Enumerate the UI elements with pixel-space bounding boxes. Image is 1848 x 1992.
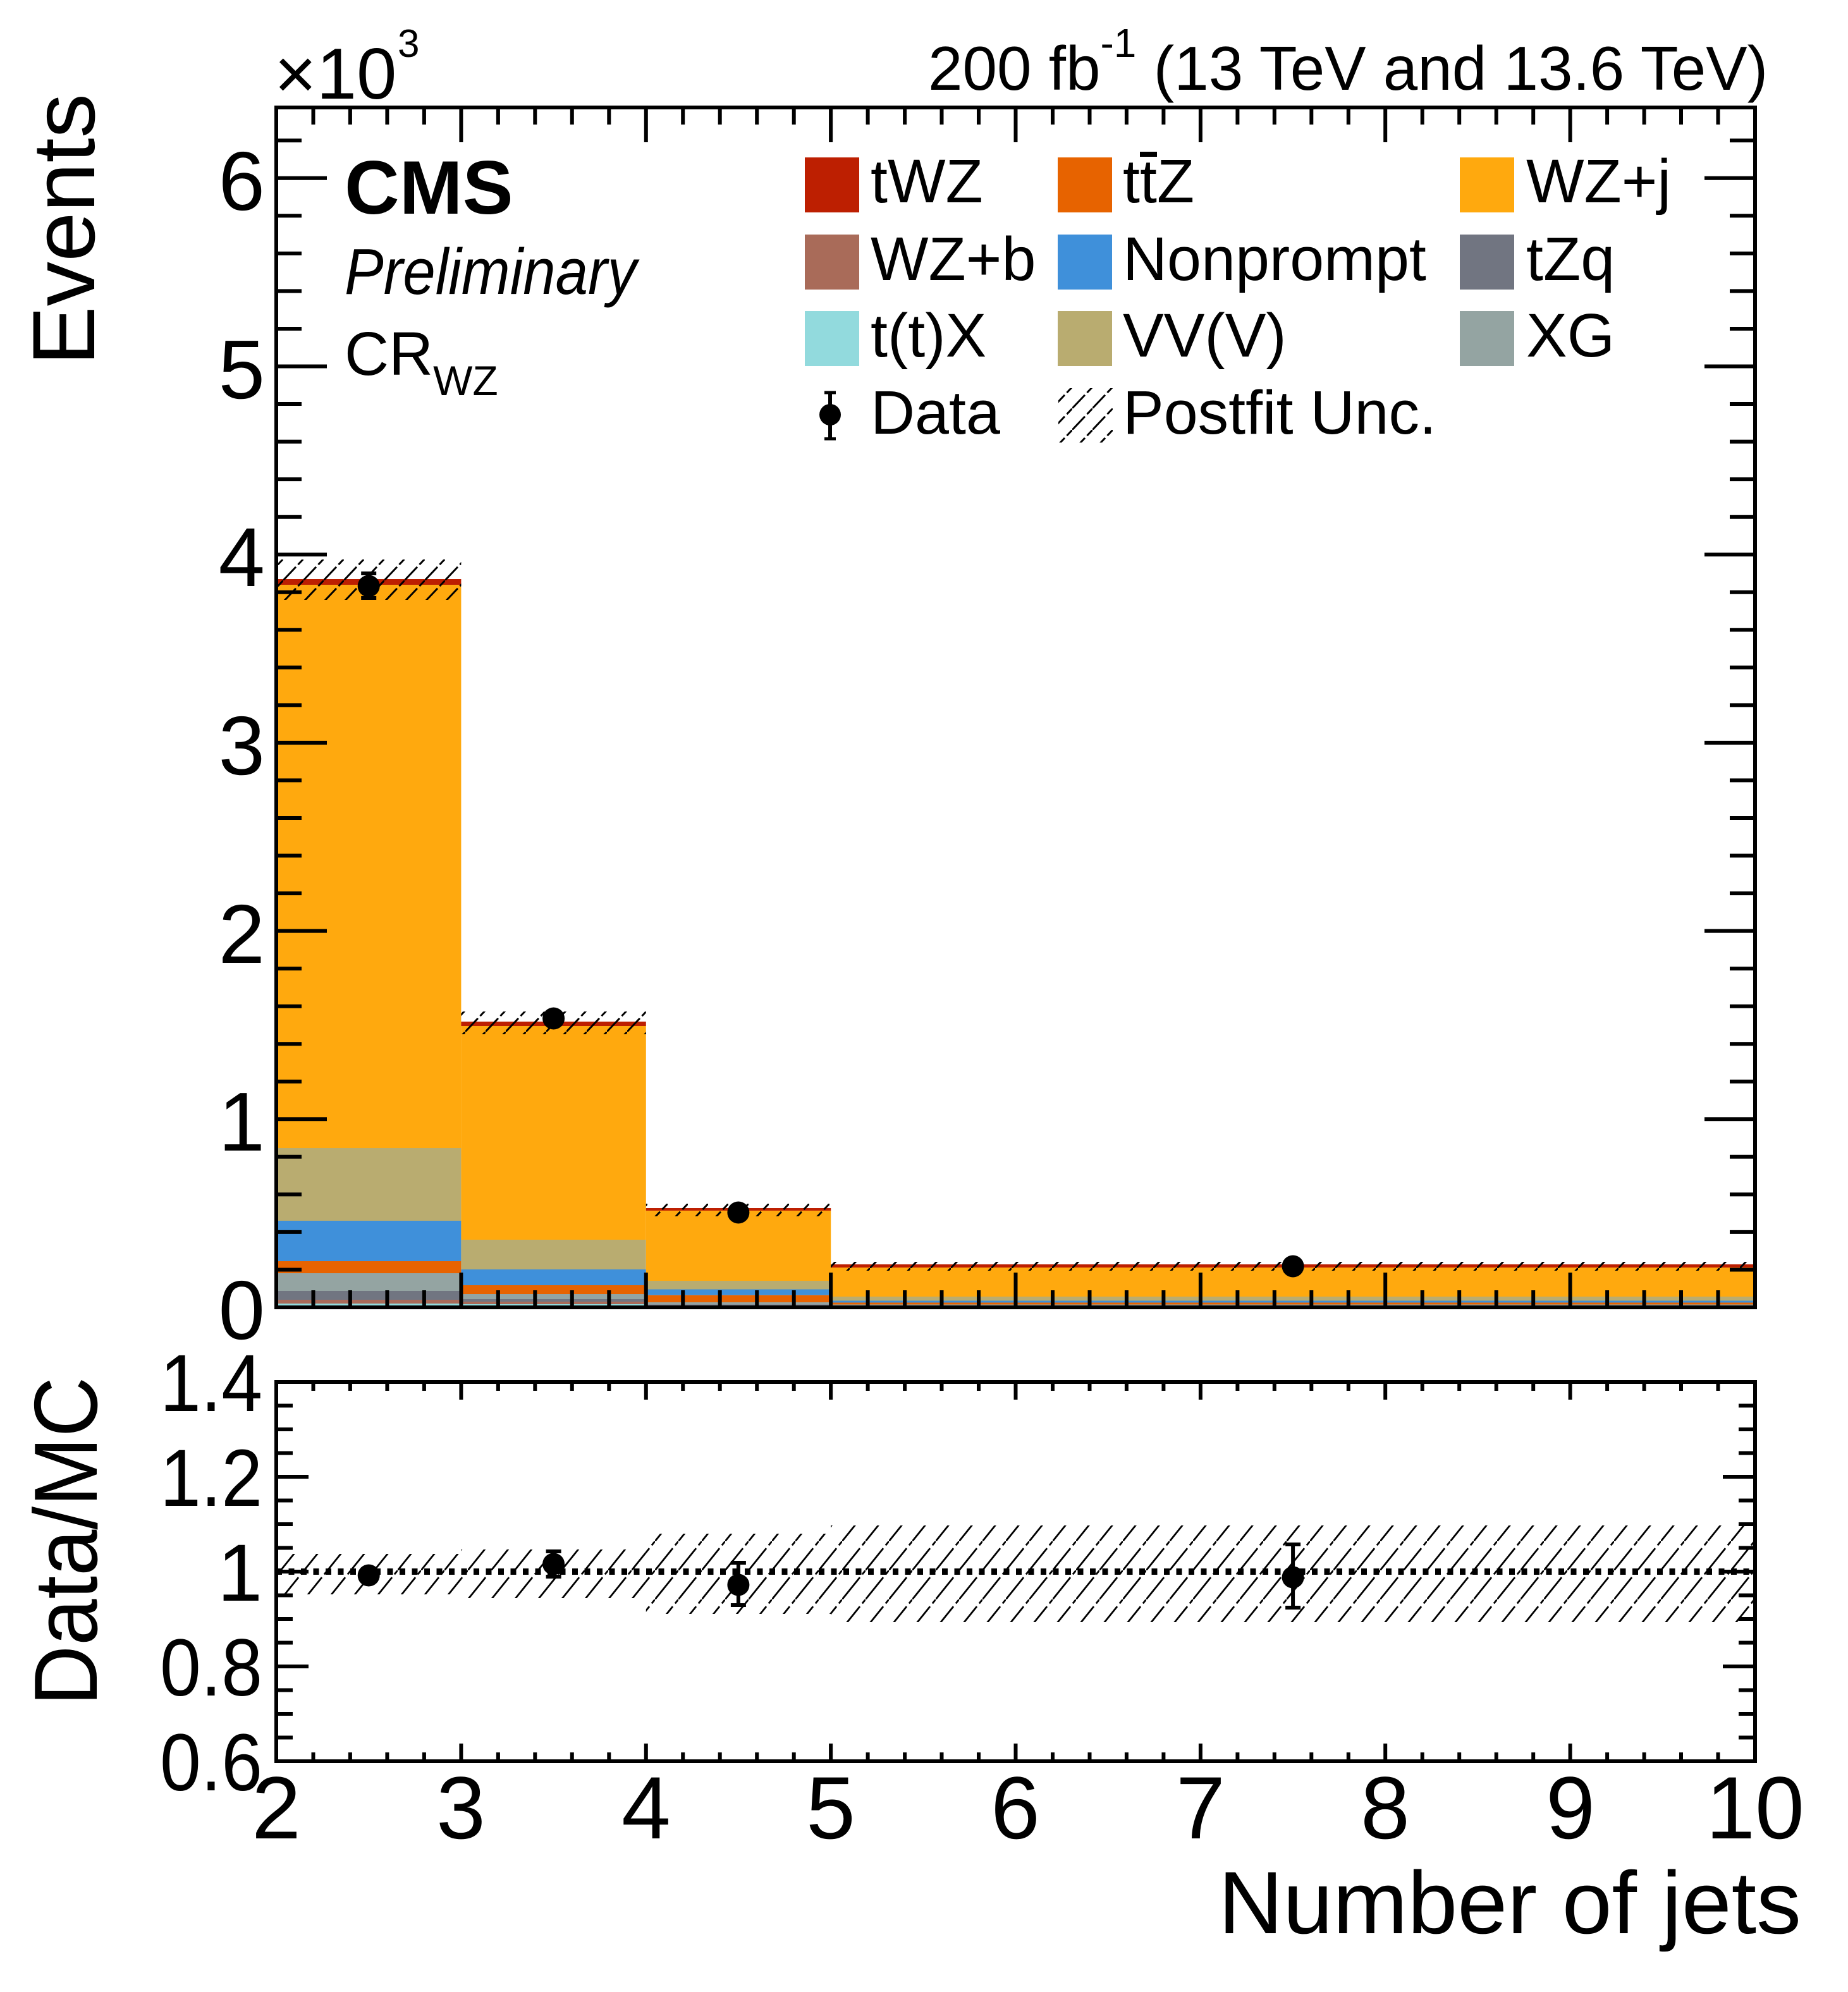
svg-text:6: 6 bbox=[991, 1758, 1040, 1857]
svg-text:ttZ: ttZ bbox=[1123, 147, 1194, 216]
svg-text:0.8: 0.8 bbox=[160, 1623, 262, 1713]
svg-text:0: 0 bbox=[219, 1264, 265, 1357]
svg-text:Number of jets: Number of jets bbox=[1218, 1853, 1801, 1952]
svg-text:0.6: 0.6 bbox=[160, 1718, 262, 1808]
svg-text:t(t)X: t(t)X bbox=[871, 301, 986, 370]
svg-text:6: 6 bbox=[219, 135, 265, 228]
svg-text:Nonprompt: Nonprompt bbox=[1123, 224, 1426, 293]
svg-text:XG: XG bbox=[1526, 301, 1615, 370]
svg-text:×10: ×10 bbox=[274, 34, 396, 114]
svg-text:7: 7 bbox=[1176, 1758, 1225, 1857]
svg-text:4: 4 bbox=[219, 511, 265, 604]
svg-text:WZ+j: WZ+j bbox=[1526, 147, 1671, 216]
svg-text:8: 8 bbox=[1361, 1758, 1410, 1857]
svg-text:3: 3 bbox=[398, 22, 419, 66]
svg-text:2: 2 bbox=[219, 888, 265, 981]
svg-text:3: 3 bbox=[436, 1758, 486, 1857]
svg-text:5: 5 bbox=[219, 323, 265, 416]
svg-text:3: 3 bbox=[219, 699, 265, 792]
svg-text:tZq: tZq bbox=[1526, 224, 1615, 293]
svg-text:5: 5 bbox=[806, 1758, 855, 1857]
svg-text:1: 1 bbox=[219, 1075, 265, 1168]
svg-text:4: 4 bbox=[621, 1758, 671, 1857]
svg-text:10: 10 bbox=[1706, 1758, 1804, 1857]
svg-text:tWZ: tWZ bbox=[871, 147, 983, 216]
svg-text:Data/MC: Data/MC bbox=[16, 1377, 116, 1706]
svg-text:VV(V): VV(V) bbox=[1123, 301, 1287, 370]
svg-text:9: 9 bbox=[1546, 1758, 1595, 1857]
svg-text:WZ+b: WZ+b bbox=[871, 224, 1036, 293]
svg-text:Preliminary: Preliminary bbox=[345, 235, 640, 308]
svg-text:Events: Events bbox=[14, 94, 113, 365]
svg-text:1.4: 1.4 bbox=[160, 1338, 262, 1429]
svg-text:CMS: CMS bbox=[345, 145, 513, 230]
svg-text:1: 1 bbox=[217, 1528, 262, 1618]
svg-text:Postfit Unc.: Postfit Unc. bbox=[1123, 378, 1436, 447]
svg-text:Data: Data bbox=[871, 378, 1000, 447]
svg-text:1.2: 1.2 bbox=[160, 1433, 262, 1524]
svg-text:2: 2 bbox=[252, 1758, 301, 1857]
svg-text:200 fb-1 (13 TeV and 13.6 TeV): 200 fb-1 (13 TeV and 13.6 TeV) bbox=[928, 20, 1768, 103]
